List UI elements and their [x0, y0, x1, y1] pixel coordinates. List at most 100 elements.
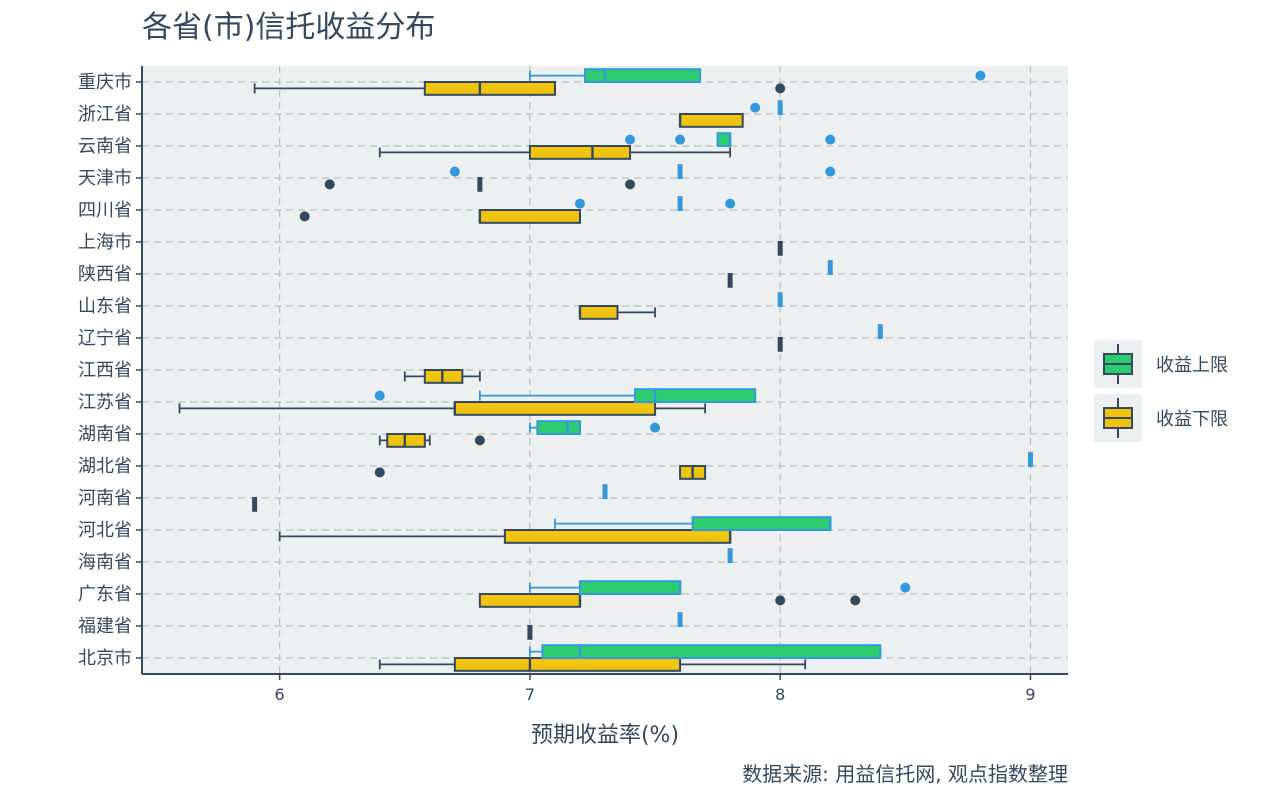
y-tick-label: 天津市	[78, 168, 132, 189]
box-upper	[1027, 452, 1033, 468]
box-lower	[374, 465, 707, 480]
box-upper	[750, 100, 783, 115]
box-body	[583, 68, 702, 83]
y-tick-label: 北京市	[78, 648, 132, 669]
x-tick-label: 8	[775, 685, 785, 704]
y-tick-label: 湖南省	[78, 424, 132, 445]
y-tick-label: 广东省	[78, 584, 132, 605]
box-upper	[827, 260, 833, 276]
outlier-point	[825, 134, 836, 145]
outlier-point	[650, 422, 661, 433]
outlier-point	[574, 198, 585, 209]
box-lower	[578, 305, 656, 320]
box-upper	[529, 580, 911, 596]
box-lower	[403, 369, 481, 384]
box-upper	[529, 420, 661, 436]
outlier-point	[675, 134, 686, 145]
y-tick-label: 湖北省	[78, 456, 132, 477]
box-body	[691, 516, 832, 532]
outlier-point	[324, 179, 335, 190]
outlier-point	[625, 179, 636, 190]
legend-item: 收益上限	[1094, 340, 1228, 388]
box-body	[423, 369, 464, 384]
box-lower	[378, 145, 732, 160]
chart-title: 各省(市)信托收益分布	[142, 10, 435, 45]
y-tick-label: 云南省	[78, 136, 132, 157]
box-body	[453, 401, 657, 416]
legend-label: 收益上限	[1156, 355, 1228, 376]
box-upper	[449, 164, 836, 179]
box-lower	[727, 273, 733, 288]
y-tick-label: 海南省	[78, 552, 132, 573]
box-upper	[529, 644, 882, 660]
outlier-point	[449, 166, 460, 177]
box-body	[536, 420, 581, 436]
y-tick-label: 福建省	[78, 616, 132, 637]
box-upper	[677, 612, 683, 628]
box-lower	[178, 401, 707, 416]
outlier-point	[474, 435, 485, 446]
box-lower	[299, 209, 581, 224]
box-body	[478, 593, 581, 608]
box-upper	[625, 132, 836, 147]
box-upper	[574, 196, 736, 211]
outlier-point	[975, 70, 986, 81]
box-lower	[324, 177, 636, 192]
box-body	[503, 529, 732, 544]
x-tick-label: 7	[525, 685, 535, 704]
box-upper	[554, 516, 832, 532]
outlier-point	[775, 83, 786, 94]
outlier-point	[374, 390, 385, 401]
box-body	[541, 644, 882, 660]
y-tick-label: 山东省	[78, 296, 132, 317]
box-body	[679, 113, 744, 128]
box-lower	[378, 433, 485, 448]
box-body	[478, 209, 581, 224]
box-lower	[777, 337, 783, 352]
box-lower	[777, 241, 783, 256]
y-tick-label: 重庆市	[78, 72, 132, 93]
box-upper	[602, 484, 608, 500]
x-axis-title: 预期收益率(%)	[531, 723, 679, 748]
box-body	[528, 145, 632, 160]
outlier-point	[374, 467, 385, 478]
outlier-point	[850, 595, 861, 606]
y-tick-label: 江苏省	[78, 392, 132, 413]
y-tick-label: 河北省	[78, 520, 132, 541]
box-lower	[527, 625, 533, 640]
outlier-point	[625, 134, 636, 145]
x-tick-label: 6	[275, 685, 285, 704]
outlier-point	[725, 198, 736, 209]
outlier-point	[825, 166, 836, 177]
legend-item: 收益下限	[1094, 394, 1228, 442]
chart-caption: 数据来源: 用益信托网, 观点指数整理	[742, 762, 1068, 786]
y-tick-label: 江西省	[78, 360, 132, 381]
box-upper	[727, 548, 733, 564]
x-tick-label: 9	[1025, 685, 1035, 704]
box-lower	[678, 113, 744, 128]
box-body	[423, 81, 556, 96]
y-tick-label: 陕西省	[78, 264, 132, 285]
box-body	[578, 305, 619, 320]
y-tick-label: 浙江省	[78, 104, 132, 125]
box-body	[386, 433, 426, 448]
legend-label: 收益下限	[1156, 409, 1228, 430]
box-body	[453, 657, 682, 672]
axes: 重庆市浙江省云南省天津市四川省上海市陕西省山东省辽宁省江西省江苏省湖南省湖北省河…	[78, 66, 1068, 704]
box-body	[578, 580, 682, 596]
box-upper	[529, 68, 986, 83]
outlier-point	[750, 102, 761, 113]
y-tick-label: 河南省	[78, 488, 132, 509]
outlier-point	[299, 211, 310, 222]
box-marks	[178, 68, 1033, 672]
box-lower	[478, 593, 861, 608]
outlier-point	[775, 595, 786, 606]
box-lower	[253, 81, 786, 96]
box-lower	[252, 497, 258, 512]
y-tick-label: 上海市	[78, 232, 132, 253]
box-body	[634, 388, 757, 404]
box-upper	[777, 292, 783, 308]
box-body	[716, 132, 732, 147]
y-tick-label: 四川省	[78, 200, 132, 221]
